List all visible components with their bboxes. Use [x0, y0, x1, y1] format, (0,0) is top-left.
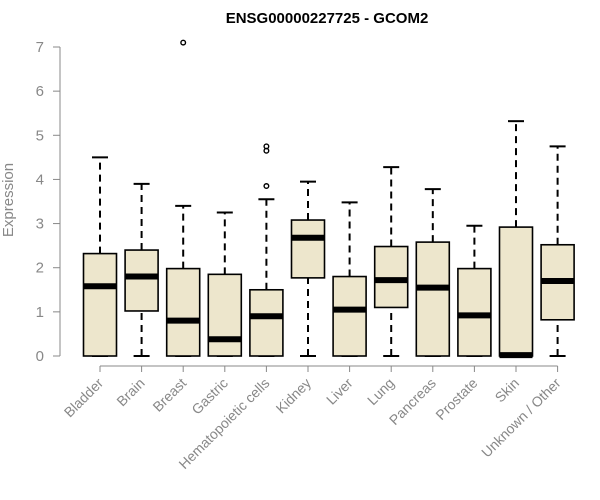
box — [332, 275, 367, 357]
box-group — [249, 143, 284, 357]
box-group — [332, 201, 367, 357]
x-tick-label: Unknown / Other — [478, 375, 564, 461]
box — [165, 267, 201, 357]
box-group — [540, 145, 575, 357]
y-axis-label: Expression — [0, 163, 17, 237]
y-tick-label: 2 — [36, 260, 44, 277]
box-group — [82, 156, 118, 357]
x-tick-label: Breast — [149, 375, 189, 415]
x-tick-label: Lung — [364, 375, 397, 408]
x-tick-label: Liver — [323, 375, 356, 408]
box-group — [415, 188, 451, 357]
box-group — [373, 166, 409, 357]
box — [290, 219, 326, 279]
y-tick-label: 1 — [36, 304, 44, 321]
y-tick-label: 0 — [36, 348, 44, 365]
outlier-point — [263, 183, 270, 190]
y-tick-label: 6 — [36, 83, 44, 100]
outlier-point — [180, 39, 187, 46]
box-group — [498, 120, 534, 359]
y-tick-label: 5 — [36, 127, 44, 144]
box — [207, 273, 243, 357]
box — [415, 241, 451, 357]
box-group — [165, 39, 201, 357]
y-tick-label: 4 — [36, 171, 44, 188]
outlier-point — [263, 143, 270, 150]
axes: 0 1 2 3 4 5 6 7 — [36, 39, 558, 367]
box — [457, 267, 492, 357]
x-tick-label: Prostate — [432, 375, 480, 423]
box — [498, 226, 534, 357]
box-group — [290, 180, 326, 357]
box — [124, 249, 159, 312]
box — [249, 288, 284, 357]
chart-title: ENSG00000227725 - GCOM2 — [226, 10, 429, 27]
x-tick-label: Skin — [492, 375, 523, 406]
box — [82, 252, 118, 357]
x-tick-label: Bladder — [61, 375, 107, 421]
y-tick-label: 3 — [36, 216, 44, 233]
box-group — [124, 182, 159, 357]
box — [373, 245, 409, 309]
y-tick-label: 7 — [36, 39, 44, 56]
x-tick-label: Brain — [113, 375, 147, 409]
x-tick-label: Kidney — [273, 375, 315, 417]
box-group — [207, 211, 243, 357]
boxes — [82, 39, 575, 359]
box-group — [457, 224, 492, 357]
